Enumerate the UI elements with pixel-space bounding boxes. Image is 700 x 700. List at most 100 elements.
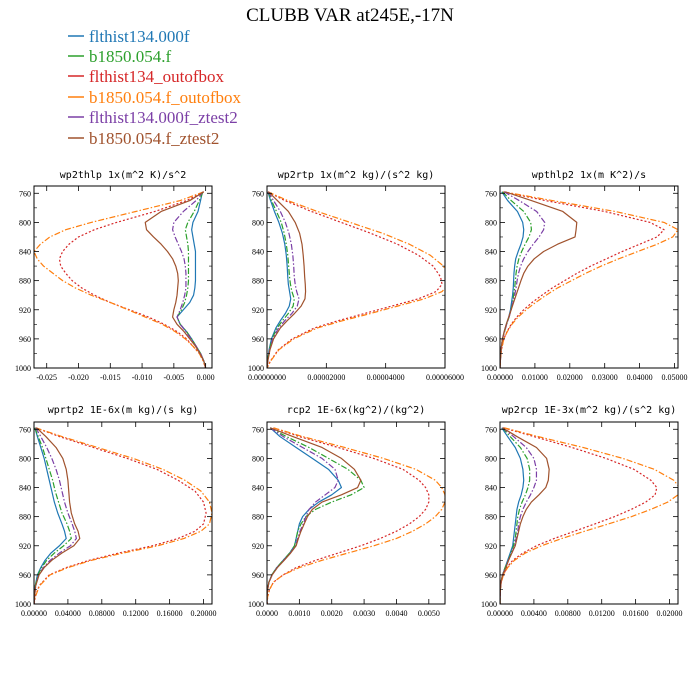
y-tick-label: 840 xyxy=(252,248,264,257)
plot-frame xyxy=(499,421,679,605)
y-tick-label: 960 xyxy=(485,571,497,580)
x-tick-label: 0.04000 xyxy=(627,373,653,382)
series-line xyxy=(267,191,300,368)
y-tick-label: 760 xyxy=(19,189,31,198)
panel-title: wp2thlp 1x(m^2 K)/s^2 xyxy=(60,170,186,181)
y-tick-label: 920 xyxy=(19,306,31,315)
series-line xyxy=(34,427,81,604)
y-tick-label: 960 xyxy=(485,335,497,344)
y-tick-label: 760 xyxy=(485,189,497,198)
y-tick-label: 920 xyxy=(19,542,31,551)
x-tick-label: 0.0040 xyxy=(385,609,407,618)
panel-rcp2: rcp2 1E-6x(kg^2)/(kg^2) 760 800 840 880 920 9… xyxy=(248,405,446,618)
series-line xyxy=(144,191,207,368)
figure-title: CLUBB VAR at245E,-17N xyxy=(246,5,454,26)
panel-title: wp2rcp 1E-3x(m^2 kg)/(s^2 kg) xyxy=(502,405,677,416)
x-tick-label: 0.02000 xyxy=(557,373,583,382)
x-tick-label: 0.000 xyxy=(197,373,215,382)
x-tick-label: 0.0050 xyxy=(418,609,440,618)
y-tick-label: 760 xyxy=(19,425,31,434)
legend-item: flthist134.000f_ztest2 xyxy=(68,108,238,127)
x-tick-label: -0.020 xyxy=(68,373,89,382)
y-tick-label: 840 xyxy=(19,248,31,257)
y-tick-label: 760 xyxy=(485,425,497,434)
y-tick-label: 920 xyxy=(485,306,497,315)
x-tick-label: 0.00400 xyxy=(521,609,547,618)
series-line xyxy=(500,191,546,368)
y-tick-label: 800 xyxy=(19,218,31,227)
y-tick-label: 800 xyxy=(485,454,497,463)
series-line xyxy=(176,191,207,368)
series-line xyxy=(267,191,295,368)
x-tick-label: 0.0020 xyxy=(321,609,343,618)
series-line xyxy=(34,427,72,604)
series-line xyxy=(500,191,678,368)
series-line xyxy=(267,427,362,604)
panel-wpthlp2: wpthlp2 1x(m K^2)/s 760 800 840 880 920 960 10… xyxy=(481,170,688,382)
plot-frame xyxy=(266,185,446,369)
series-line xyxy=(267,427,430,604)
x-tick-label: 0.00000 xyxy=(21,609,47,618)
panel-title: wp2rtp 1x(m^2 kg)/(s^2 kg) xyxy=(278,170,435,181)
x-tick-label: 0.00000 xyxy=(487,373,513,382)
legend-label: b1850.054.f xyxy=(89,47,172,66)
legend-label: b1850.054.f_ztest2 xyxy=(89,129,219,148)
y-tick-label: 920 xyxy=(485,542,497,551)
legend-item: b1850.054.f xyxy=(68,47,172,66)
y-tick-label: 800 xyxy=(485,218,497,227)
x-tick-label: 0.00000000 xyxy=(248,373,286,382)
series-line xyxy=(34,191,207,368)
series-group xyxy=(267,427,445,604)
y-tick-label: 840 xyxy=(485,248,497,257)
series-line xyxy=(267,191,443,368)
y-tick-label: 960 xyxy=(19,571,31,580)
plot-frame xyxy=(266,421,446,605)
y-tick-label: 880 xyxy=(19,513,31,522)
x-tick-label: -0.025 xyxy=(36,373,57,382)
series-line xyxy=(500,427,550,604)
y-tick-label: 1000 xyxy=(248,364,264,373)
series-line xyxy=(34,427,77,604)
x-tick-label: 0.20000 xyxy=(191,609,217,618)
panel-title: wpthlp2 1x(m K^2)/s xyxy=(532,170,646,181)
series-line xyxy=(58,191,207,368)
series-line xyxy=(267,191,307,368)
x-tick-label: 0.00006000 xyxy=(426,373,464,382)
y-tick-label: 800 xyxy=(19,454,31,463)
x-tick-label: 0.01000 xyxy=(522,373,548,382)
x-tick-label: 0.16000 xyxy=(157,609,183,618)
y-tick-label: 1000 xyxy=(15,600,31,609)
series-group xyxy=(500,191,678,368)
y-tick-label: 800 xyxy=(252,454,264,463)
x-tick-label: 0.00002000 xyxy=(307,373,345,382)
series-line xyxy=(267,191,445,368)
x-tick-label: -0.015 xyxy=(100,373,121,382)
legend-label: flthist134.000f_ztest2 xyxy=(89,108,238,127)
y-tick-label: 960 xyxy=(252,335,264,344)
series-line xyxy=(500,427,531,604)
panel-title: rcp2 1E-6x(kg^2)/(kg^2) xyxy=(287,405,425,416)
plot-frame xyxy=(33,185,213,369)
legend-item: flthist134.000f xyxy=(68,27,190,46)
legend-item: b1850.054.f_ztest2 xyxy=(68,129,219,148)
x-tick-label: 0.0000 xyxy=(256,609,278,618)
y-tick-label: 840 xyxy=(485,484,497,493)
x-tick-label: 0.04000 xyxy=(55,609,81,618)
plot-frame xyxy=(33,421,213,605)
series-line xyxy=(500,191,665,368)
x-tick-label: 0.03000 xyxy=(592,373,618,382)
x-tick-label: 0.01600 xyxy=(623,609,649,618)
y-tick-label: 880 xyxy=(252,513,264,522)
series-line xyxy=(267,427,445,604)
y-tick-label: 760 xyxy=(252,425,264,434)
panel-wp2thlp: wp2thlp 1x(m^2 K)/s^2 760 800 840 880 920 960… xyxy=(15,170,215,382)
y-tick-label: 960 xyxy=(19,335,31,344)
y-tick-label: 880 xyxy=(485,277,497,286)
series-line xyxy=(500,191,578,368)
series-line xyxy=(267,427,365,604)
panel-wprtp2: wprtp2 1E-6x(m kg)/(s kg) 760 800 840 880 92… xyxy=(15,405,217,618)
y-tick-label: 840 xyxy=(19,484,31,493)
series-line xyxy=(34,427,212,604)
x-tick-label: 0.00000 xyxy=(487,609,513,618)
